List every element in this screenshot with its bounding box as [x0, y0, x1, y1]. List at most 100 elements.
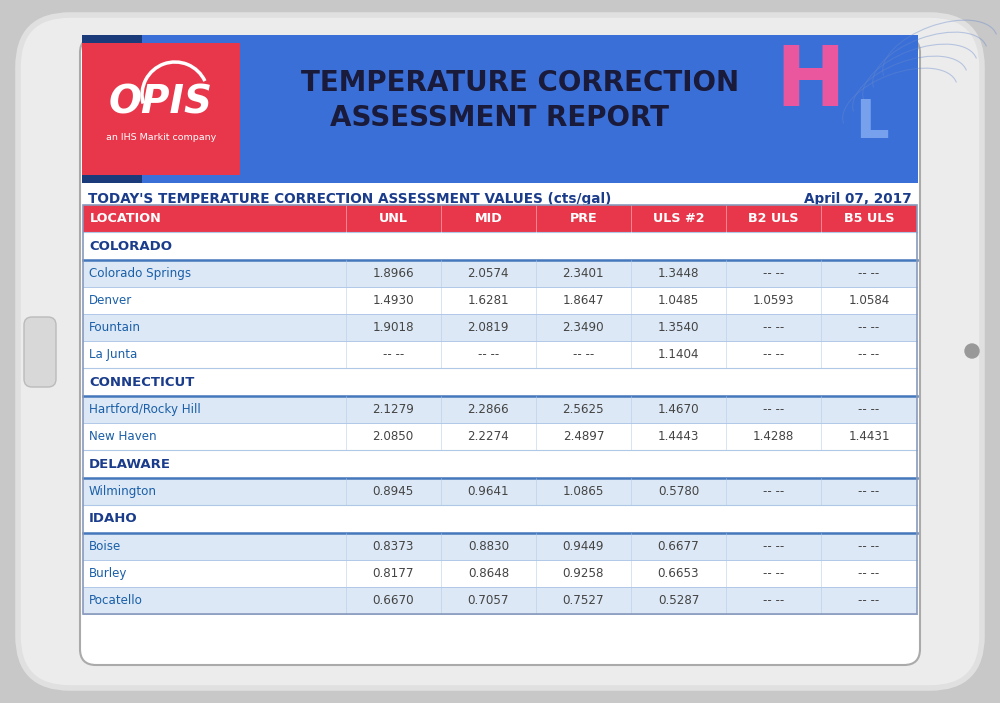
Text: 1.4930: 1.4930 [372, 294, 414, 307]
Text: -- --: -- -- [858, 348, 880, 361]
Text: -- --: -- -- [858, 594, 880, 607]
Bar [83, 587, 917, 614]
Text: -- --: -- -- [383, 348, 404, 361]
Text: New Haven: New Haven [89, 430, 157, 443]
Text: La Junta: La Junta [89, 348, 137, 361]
Text: -- --: -- -- [763, 540, 784, 553]
Text: 0.6677: 0.6677 [658, 540, 699, 553]
FancyBboxPatch shape [80, 37, 920, 665]
Text: Colorado Springs: Colorado Springs [89, 267, 191, 280]
Text: H: H [775, 42, 845, 124]
Text: 1.4443: 1.4443 [658, 430, 699, 443]
Text: 1.0593: 1.0593 [753, 294, 794, 307]
Bar [83, 341, 917, 368]
Text: 2.2866: 2.2866 [468, 403, 509, 416]
Text: Pocatello: Pocatello [89, 594, 143, 607]
Text: 2.5625: 2.5625 [563, 403, 604, 416]
Text: CONNECTICUT: CONNECTICUT [89, 375, 194, 389]
Text: 1.4431: 1.4431 [848, 430, 890, 443]
Text: 0.6670: 0.6670 [372, 594, 414, 607]
Text: 0.5780: 0.5780 [658, 485, 699, 498]
Text: 1.4670: 1.4670 [658, 403, 699, 416]
Text: 0.8177: 0.8177 [372, 567, 414, 580]
Text: DELAWARE: DELAWARE [89, 458, 171, 470]
Text: -- --: -- -- [858, 540, 880, 553]
Bar [83, 287, 917, 314]
Text: 1.0584: 1.0584 [848, 294, 890, 307]
Text: ASSESSMENT REPORT: ASSESSMENT REPORT [330, 104, 670, 132]
Bar [83, 232, 917, 260]
Text: 0.7527: 0.7527 [563, 594, 604, 607]
Bar [82, 43, 240, 175]
Text: Fountain: Fountain [89, 321, 141, 334]
Text: 0.7057: 0.7057 [468, 594, 509, 607]
Text: 2.3490: 2.3490 [563, 321, 604, 334]
Bar [83, 450, 917, 478]
Text: -- --: -- -- [763, 567, 784, 580]
Text: Denver: Denver [89, 294, 132, 307]
Text: -- --: -- -- [763, 403, 784, 416]
Text: -- --: -- -- [573, 348, 594, 361]
Text: 2.4897: 2.4897 [563, 430, 604, 443]
Text: -- --: -- -- [763, 594, 784, 607]
Text: -- --: -- -- [763, 485, 784, 498]
Bar [83, 423, 917, 450]
Text: 1.9018: 1.9018 [372, 321, 414, 334]
Text: B2 ULS: B2 ULS [748, 212, 799, 225]
Text: LOCATION: LOCATION [90, 212, 162, 225]
Text: -- --: -- -- [763, 267, 784, 280]
Bar [83, 478, 917, 505]
Text: IDAHO: IDAHO [89, 512, 138, 526]
Text: -- --: -- -- [858, 403, 880, 416]
Bar [83, 314, 917, 341]
Text: TODAY'S TEMPERATURE CORRECTION ASSESSMENT VALUES (cts/gal): TODAY'S TEMPERATURE CORRECTION ASSESSMEN… [88, 192, 611, 206]
Text: 1.3448: 1.3448 [658, 267, 699, 280]
Text: Hartford/Rocky Hill: Hartford/Rocky Hill [89, 403, 201, 416]
Bar [83, 368, 917, 396]
Text: Boise: Boise [89, 540, 121, 553]
Text: 2.0574: 2.0574 [468, 267, 509, 280]
Bar [83, 396, 917, 423]
Text: 2.1279: 2.1279 [372, 403, 414, 416]
Bar [83, 560, 917, 587]
Text: 0.5287: 0.5287 [658, 594, 699, 607]
Text: UNL: UNL [379, 212, 408, 225]
Text: 0.6653: 0.6653 [658, 567, 699, 580]
FancyBboxPatch shape [18, 15, 982, 688]
Bar [83, 205, 917, 614]
Text: 0.9449: 0.9449 [563, 540, 604, 553]
Text: 0.8373: 0.8373 [372, 540, 414, 553]
Text: -- --: -- -- [763, 348, 784, 361]
Bar [83, 260, 917, 287]
Text: B5 ULS: B5 ULS [844, 212, 894, 225]
Bar [82, 35, 142, 183]
Text: 1.8966: 1.8966 [372, 267, 414, 280]
Text: 0.8830: 0.8830 [468, 540, 509, 553]
Text: 2.0850: 2.0850 [373, 430, 414, 443]
Text: TEMPERATURE CORRECTION: TEMPERATURE CORRECTION [301, 69, 739, 97]
Text: Burley: Burley [89, 567, 127, 580]
Bar [83, 533, 917, 560]
Text: -- --: -- -- [478, 348, 499, 361]
Circle shape [965, 344, 979, 358]
Text: 0.8945: 0.8945 [373, 485, 414, 498]
Text: OPIS Temperature Correction Assessment based on previous day's weather and prici: OPIS Temperature Correction Assessment b… [90, 209, 593, 219]
Text: ULS #2: ULS #2 [653, 212, 704, 225]
Bar [83, 505, 917, 533]
Bar [82, 35, 918, 183]
Text: -- --: -- -- [858, 267, 880, 280]
Text: 1.0865: 1.0865 [563, 485, 604, 498]
Text: 2.3401: 2.3401 [563, 267, 604, 280]
Text: -- --: -- -- [858, 485, 880, 498]
Text: an IHS Markit company: an IHS Markit company [106, 134, 216, 143]
Text: 1.8647: 1.8647 [563, 294, 604, 307]
Bar [83, 205, 917, 232]
Text: 0.9641: 0.9641 [468, 485, 509, 498]
Text: -- --: -- -- [858, 567, 880, 580]
Text: MID: MID [474, 212, 502, 225]
Text: 1.3540: 1.3540 [658, 321, 699, 334]
FancyBboxPatch shape [24, 317, 56, 387]
Text: COLORADO: COLORADO [89, 240, 172, 252]
Text: April 07, 2017: April 07, 2017 [804, 192, 912, 206]
Text: 1.1404: 1.1404 [658, 348, 699, 361]
